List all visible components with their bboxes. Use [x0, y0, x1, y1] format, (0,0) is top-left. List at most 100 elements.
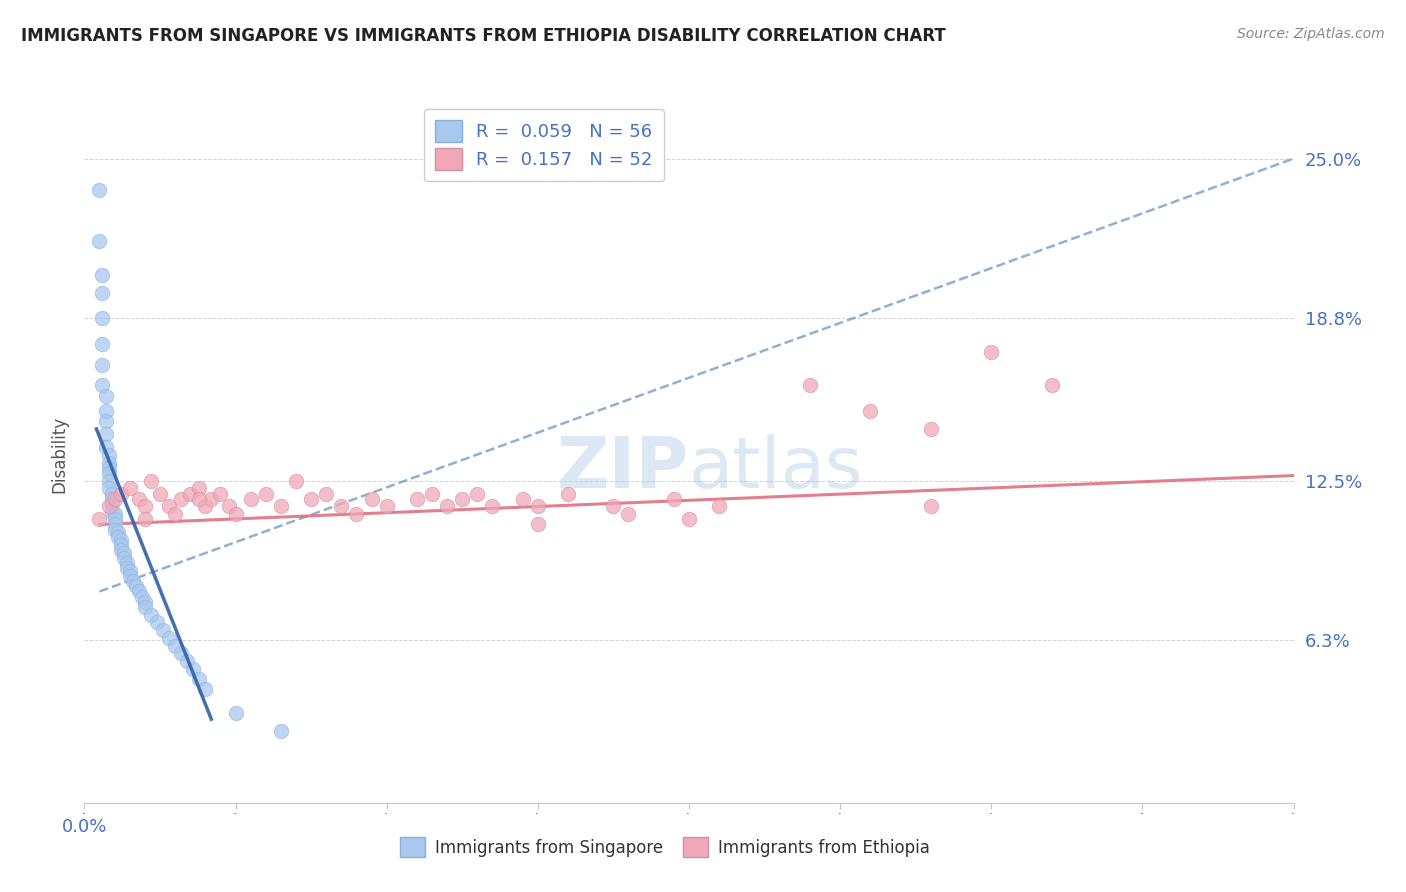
Point — [920, 500, 942, 514]
Point — [602, 500, 624, 514]
Point — [118, 569, 141, 583]
Point — [194, 682, 217, 697]
Point — [118, 482, 141, 496]
Point — [91, 337, 114, 351]
Point — [200, 491, 222, 506]
Point — [149, 486, 172, 500]
Point — [134, 512, 156, 526]
Point — [188, 482, 211, 496]
Point — [299, 491, 322, 506]
Point — [557, 486, 579, 500]
Point — [110, 533, 132, 547]
Point — [134, 595, 156, 609]
Point — [110, 486, 132, 500]
Point — [859, 404, 882, 418]
Point — [176, 654, 198, 668]
Point — [1040, 378, 1063, 392]
Point — [128, 584, 150, 599]
Point — [112, 551, 135, 566]
Point — [134, 599, 156, 614]
Point — [194, 500, 217, 514]
Point — [152, 623, 174, 637]
Point — [125, 579, 148, 593]
Point — [330, 500, 353, 514]
Point — [110, 543, 132, 558]
Point — [94, 404, 117, 418]
Text: atlas: atlas — [689, 434, 863, 503]
Point — [170, 646, 193, 660]
Text: IMMIGRANTS FROM SINGAPORE VS IMMIGRANTS FROM ETHIOPIA DISABILITY CORRELATION CHA: IMMIGRANTS FROM SINGAPORE VS IMMIGRANTS … — [21, 27, 946, 45]
Point — [527, 500, 550, 514]
Point — [270, 500, 292, 514]
Point — [188, 491, 211, 506]
Point — [89, 512, 111, 526]
Point — [121, 574, 143, 589]
Point — [527, 517, 550, 532]
Point — [181, 662, 204, 676]
Point — [512, 491, 534, 506]
Point — [225, 706, 247, 720]
Text: 0.0%: 0.0% — [62, 818, 107, 836]
Point — [100, 486, 122, 500]
Point — [270, 723, 292, 738]
Point — [128, 491, 150, 506]
Point — [104, 507, 127, 521]
Point — [980, 344, 1002, 359]
Point — [97, 448, 120, 462]
Point — [94, 427, 117, 442]
Point — [115, 556, 138, 570]
Point — [94, 389, 117, 403]
Point — [188, 672, 211, 686]
Point — [115, 561, 138, 575]
Point — [165, 507, 187, 521]
Point — [107, 530, 129, 544]
Point — [420, 486, 443, 500]
Point — [131, 590, 153, 604]
Point — [100, 497, 122, 511]
Point — [94, 414, 117, 428]
Point — [134, 500, 156, 514]
Point — [97, 456, 120, 470]
Point — [89, 234, 111, 248]
Point — [91, 285, 114, 300]
Point — [165, 639, 187, 653]
Point — [157, 500, 180, 514]
Point — [146, 615, 169, 630]
Point — [104, 491, 127, 506]
Point — [104, 523, 127, 537]
Point — [709, 500, 731, 514]
Point — [97, 466, 120, 480]
Point — [467, 486, 489, 500]
Point — [662, 491, 685, 506]
Point — [225, 507, 247, 521]
Point — [360, 491, 382, 506]
Point — [617, 507, 640, 521]
Point — [139, 607, 162, 622]
Point — [118, 564, 141, 578]
Point — [218, 500, 240, 514]
Point — [678, 512, 700, 526]
Text: Source: ZipAtlas.com: Source: ZipAtlas.com — [1237, 27, 1385, 41]
Point — [104, 512, 127, 526]
Point — [112, 546, 135, 560]
Point — [91, 378, 114, 392]
Point — [104, 517, 127, 532]
Legend: Immigrants from Singapore, Immigrants from Ethiopia: Immigrants from Singapore, Immigrants fr… — [394, 830, 936, 864]
Point — [285, 474, 308, 488]
Point — [254, 486, 277, 500]
Point — [481, 500, 503, 514]
Point — [799, 378, 821, 392]
Point — [375, 500, 398, 514]
Point — [107, 525, 129, 540]
Point — [436, 500, 458, 514]
Point — [139, 474, 162, 488]
Point — [94, 440, 117, 454]
Point — [97, 474, 120, 488]
Point — [91, 358, 114, 372]
Point — [91, 311, 114, 326]
Point — [97, 460, 120, 475]
Point — [110, 538, 132, 552]
Point — [97, 482, 120, 496]
Point — [157, 631, 180, 645]
Point — [920, 422, 942, 436]
